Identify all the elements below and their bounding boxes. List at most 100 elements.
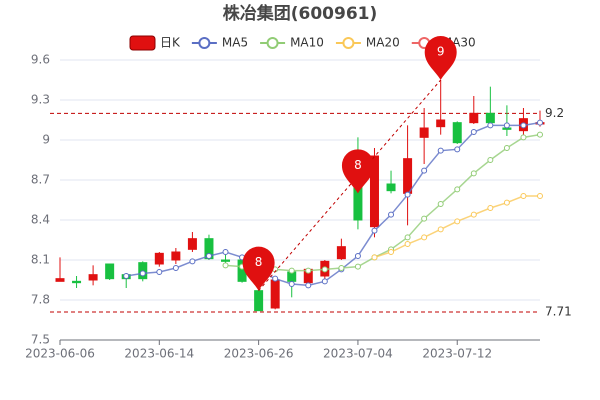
y-tick-label: 9.3 [31, 93, 50, 107]
candle-body [403, 158, 413, 194]
ref-label: 7.71 [545, 305, 572, 319]
ma-point [404, 191, 411, 198]
ma-point [421, 234, 428, 241]
legend-swatch [342, 37, 355, 49]
y-tick-label: 8.7 [31, 173, 50, 187]
ma-point [222, 249, 229, 255]
candle-body [369, 155, 379, 228]
legend-label: MA20 [366, 36, 400, 50]
ma-point [537, 119, 543, 126]
ma-point [321, 266, 328, 273]
ref-label: 9.2 [545, 106, 564, 120]
ma-point [371, 227, 378, 234]
x-tick-label: 2023-07-04 [323, 347, 393, 361]
pin-shape [341, 149, 374, 194]
ma-point [139, 270, 146, 277]
candle-body [88, 274, 98, 281]
candle-body [436, 119, 446, 128]
chart-title: 株冶集团(600961) [223, 3, 378, 24]
ma-point [388, 249, 395, 255]
candle-body [154, 252, 164, 265]
pin: 9 [424, 36, 457, 80]
y-tick-label: 8.4 [31, 213, 50, 227]
pin-shape [242, 246, 275, 291]
candle-body [254, 290, 264, 312]
candle-body [419, 127, 429, 138]
legend-label: MA5 [222, 36, 248, 50]
ma-point [338, 265, 345, 271]
ma-point [437, 147, 444, 154]
y-tick-label: 7.5 [31, 333, 50, 347]
x-tick-label: 2023-07-12 [422, 347, 492, 361]
candle-body [270, 279, 280, 309]
ma-point [454, 186, 461, 193]
candle-body [55, 278, 65, 282]
legend-swatch [129, 35, 156, 51]
pin: 8 [341, 149, 374, 194]
ma-point [156, 269, 163, 275]
ma-point [421, 167, 428, 174]
legend-label: MA10 [290, 36, 324, 50]
ma-point [454, 218, 461, 225]
ma-point [288, 281, 295, 287]
ma-point [520, 134, 527, 141]
legend-swatch [198, 37, 211, 49]
legend-label: 日K [160, 36, 181, 50]
x-tick-label: 2023-06-26 [224, 347, 294, 361]
candle-body [452, 122, 462, 144]
ma-point [503, 122, 510, 129]
ma-point [272, 275, 279, 282]
ma-point [404, 241, 411, 247]
ma-point [371, 254, 378, 261]
ma-point [354, 253, 361, 259]
ma-point [537, 193, 543, 199]
ma-point [454, 146, 461, 153]
candle-body [72, 280, 82, 284]
ma-point [470, 170, 477, 177]
pin: 8 [242, 246, 275, 291]
ma-point [421, 215, 428, 222]
trend-line [258, 79, 442, 291]
ma-point [123, 273, 130, 279]
ma-point [520, 122, 527, 129]
ma-point [437, 201, 444, 207]
ma-point [189, 258, 196, 265]
ma-point [404, 234, 411, 241]
candle-body [105, 263, 115, 280]
candle-body [485, 112, 495, 124]
ma-point [487, 205, 494, 211]
ma-point [305, 267, 312, 274]
ma-point [470, 129, 477, 135]
pin-label: 8 [354, 158, 362, 172]
pin-shape [424, 36, 457, 80]
x-tick-label: 2023-06-06 [25, 347, 95, 361]
ma-line [225, 133, 541, 272]
x-tick-label: 2023-06-14 [124, 347, 194, 361]
ma-point [487, 122, 494, 129]
candle-body [469, 112, 479, 124]
candle-body [336, 246, 346, 260]
ma-point [321, 278, 328, 285]
candle-body [171, 251, 181, 261]
y-tick-label: 9 [42, 133, 50, 147]
ma-point [388, 211, 395, 218]
ma-point [437, 226, 444, 233]
y-tick-label: 8.1 [31, 253, 50, 267]
ma-point [305, 282, 312, 289]
y-tick-label: 9.6 [31, 53, 50, 67]
pin-label: 8 [255, 255, 263, 269]
y-tick-label: 7.8 [31, 293, 50, 307]
ma-point [205, 253, 212, 259]
ma-point [503, 199, 510, 206]
ma-point [520, 193, 527, 199]
ma-point [537, 131, 543, 138]
ma-point [354, 263, 361, 270]
ma-point [487, 157, 494, 163]
legend-swatch [266, 37, 279, 49]
ma-point [288, 267, 295, 274]
candle-body [386, 183, 396, 192]
pin-label: 9 [437, 45, 445, 59]
ma-point [470, 211, 477, 218]
ma-point [172, 265, 179, 271]
